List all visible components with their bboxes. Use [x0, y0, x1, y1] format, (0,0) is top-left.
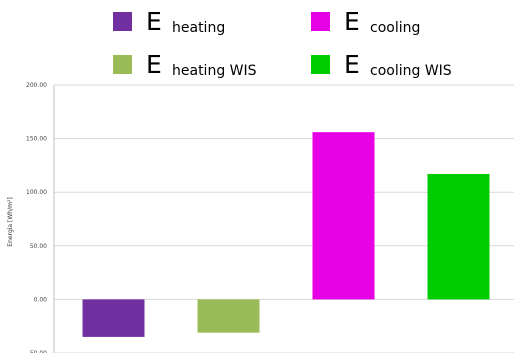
- y-tick-label: 0.00: [34, 296, 48, 303]
- bar-cooling: [312, 132, 375, 300]
- bar-cooling-wis: [427, 173, 490, 300]
- y-tick-label: 200.00: [26, 82, 47, 89]
- legend-swatch: [311, 12, 330, 31]
- legend-label: cooling: [370, 20, 420, 36]
- legend-symbol: E: [146, 50, 162, 79]
- bar-heating-wis: [197, 299, 260, 333]
- legend-label: heating WIS: [172, 63, 257, 79]
- y-tick-label: -50.00: [28, 350, 48, 353]
- y-axis-title: Energia [Wh/m²]: [7, 197, 14, 246]
- legend-symbol: E: [146, 7, 162, 36]
- legend-label: cooling WIS: [370, 63, 452, 79]
- bar-heating: [82, 299, 145, 337]
- legend-swatch: [113, 12, 132, 31]
- legend-label: heating: [172, 20, 225, 36]
- legend-swatch: [113, 55, 132, 74]
- legend-symbol: E: [344, 7, 360, 36]
- bars: [82, 132, 490, 337]
- y-tick-label: 100.00: [26, 189, 47, 196]
- y-tick-label: 50.00: [30, 243, 47, 250]
- legend-swatch: [311, 55, 330, 74]
- y-tick-labels: 200.00 150.00 100.00 50.00 0.00 -50.00: [26, 82, 47, 353]
- legend-symbol: E: [344, 50, 360, 79]
- y-tick-label: 150.00: [26, 136, 47, 143]
